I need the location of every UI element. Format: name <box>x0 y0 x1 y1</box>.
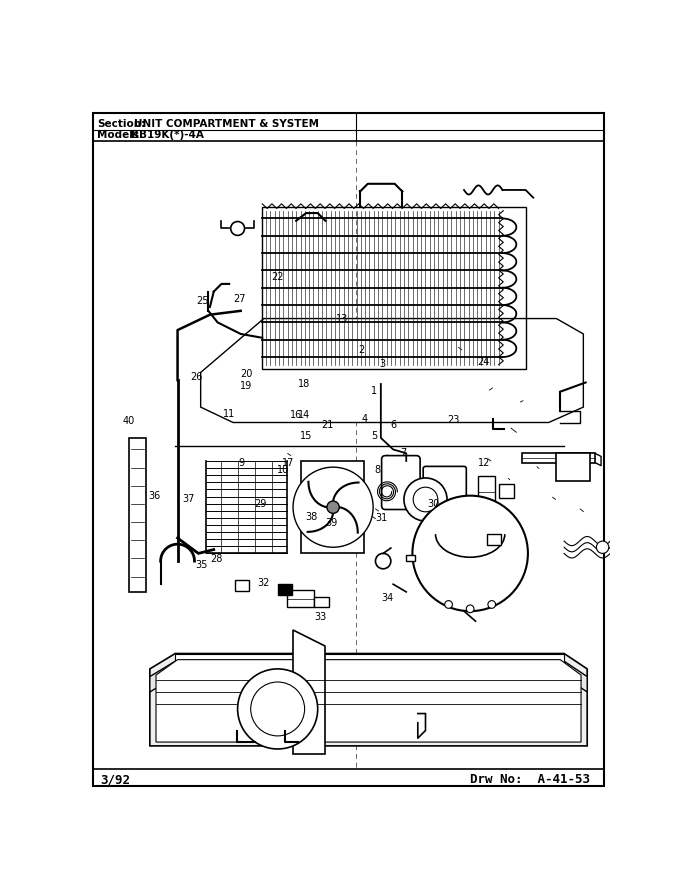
Text: 4: 4 <box>361 414 367 424</box>
Text: Section:: Section: <box>97 118 146 129</box>
Text: UNIT COMPARTMENT & SYSTEM: UNIT COMPARTMENT & SYSTEM <box>135 118 320 129</box>
Polygon shape <box>156 659 581 742</box>
Text: 38: 38 <box>306 512 318 522</box>
Polygon shape <box>301 461 364 554</box>
Text: 28: 28 <box>210 554 223 564</box>
Text: 18: 18 <box>298 379 310 389</box>
Text: 26: 26 <box>190 373 203 383</box>
Text: 13: 13 <box>335 314 347 324</box>
Text: 27: 27 <box>233 294 246 303</box>
Text: 17: 17 <box>282 458 294 468</box>
Circle shape <box>466 605 474 612</box>
Text: 39: 39 <box>326 519 338 529</box>
Text: 3/92: 3/92 <box>101 773 131 786</box>
Text: 40: 40 <box>122 416 135 425</box>
Text: 31: 31 <box>375 513 388 523</box>
Text: 37: 37 <box>183 495 195 505</box>
Text: Drw No:  A-41-53: Drw No: A-41-53 <box>471 773 590 786</box>
Circle shape <box>445 601 452 608</box>
Polygon shape <box>293 630 326 754</box>
Circle shape <box>231 222 245 235</box>
Text: 6: 6 <box>390 420 396 431</box>
Text: 34: 34 <box>381 593 394 603</box>
Polygon shape <box>150 661 588 692</box>
Circle shape <box>404 478 447 521</box>
Circle shape <box>375 554 391 569</box>
Text: 11: 11 <box>223 409 235 419</box>
FancyBboxPatch shape <box>556 453 590 481</box>
Bar <box>498 484 514 498</box>
Text: 35: 35 <box>196 560 208 570</box>
Circle shape <box>293 467 373 547</box>
Text: 30: 30 <box>428 499 440 509</box>
Circle shape <box>413 487 438 512</box>
Text: 24: 24 <box>477 358 490 368</box>
Polygon shape <box>201 319 583 423</box>
Text: 16: 16 <box>290 410 303 420</box>
Text: 15: 15 <box>301 431 313 441</box>
Polygon shape <box>175 653 564 676</box>
Circle shape <box>251 682 305 736</box>
Circle shape <box>412 496 528 611</box>
Bar <box>235 580 249 591</box>
Text: 1: 1 <box>371 386 377 396</box>
Text: 7: 7 <box>401 448 407 457</box>
Bar <box>129 438 146 592</box>
Text: 19: 19 <box>240 382 252 392</box>
Circle shape <box>488 601 496 608</box>
Text: 23: 23 <box>447 415 460 425</box>
Bar <box>487 534 501 545</box>
Polygon shape <box>522 453 595 463</box>
Text: 5: 5 <box>371 431 378 441</box>
Text: 20: 20 <box>240 369 252 379</box>
Text: RB19K(*)-4A: RB19K(*)-4A <box>131 130 204 141</box>
Text: 9: 9 <box>238 458 244 468</box>
Text: 21: 21 <box>322 420 334 431</box>
FancyBboxPatch shape <box>381 456 420 509</box>
Text: 3: 3 <box>379 359 386 368</box>
Circle shape <box>237 669 318 749</box>
Text: 14: 14 <box>298 410 310 420</box>
Polygon shape <box>150 653 588 746</box>
Bar <box>262 206 526 368</box>
Bar <box>277 584 292 595</box>
Text: 36: 36 <box>149 491 161 501</box>
Text: 29: 29 <box>254 499 267 509</box>
Text: 2: 2 <box>358 345 364 355</box>
FancyBboxPatch shape <box>423 466 466 506</box>
Text: 33: 33 <box>315 612 327 622</box>
Bar <box>406 555 415 561</box>
Text: Models:: Models: <box>97 130 143 141</box>
Text: 32: 32 <box>258 578 270 588</box>
Text: 22: 22 <box>271 271 284 282</box>
Text: 25: 25 <box>197 295 209 306</box>
Text: 8: 8 <box>374 465 380 475</box>
Circle shape <box>327 501 339 514</box>
Text: 12: 12 <box>479 458 491 468</box>
Circle shape <box>596 541 609 554</box>
Polygon shape <box>478 476 495 507</box>
Text: 10: 10 <box>277 465 289 475</box>
Bar <box>287 590 314 607</box>
Bar <box>314 596 329 607</box>
